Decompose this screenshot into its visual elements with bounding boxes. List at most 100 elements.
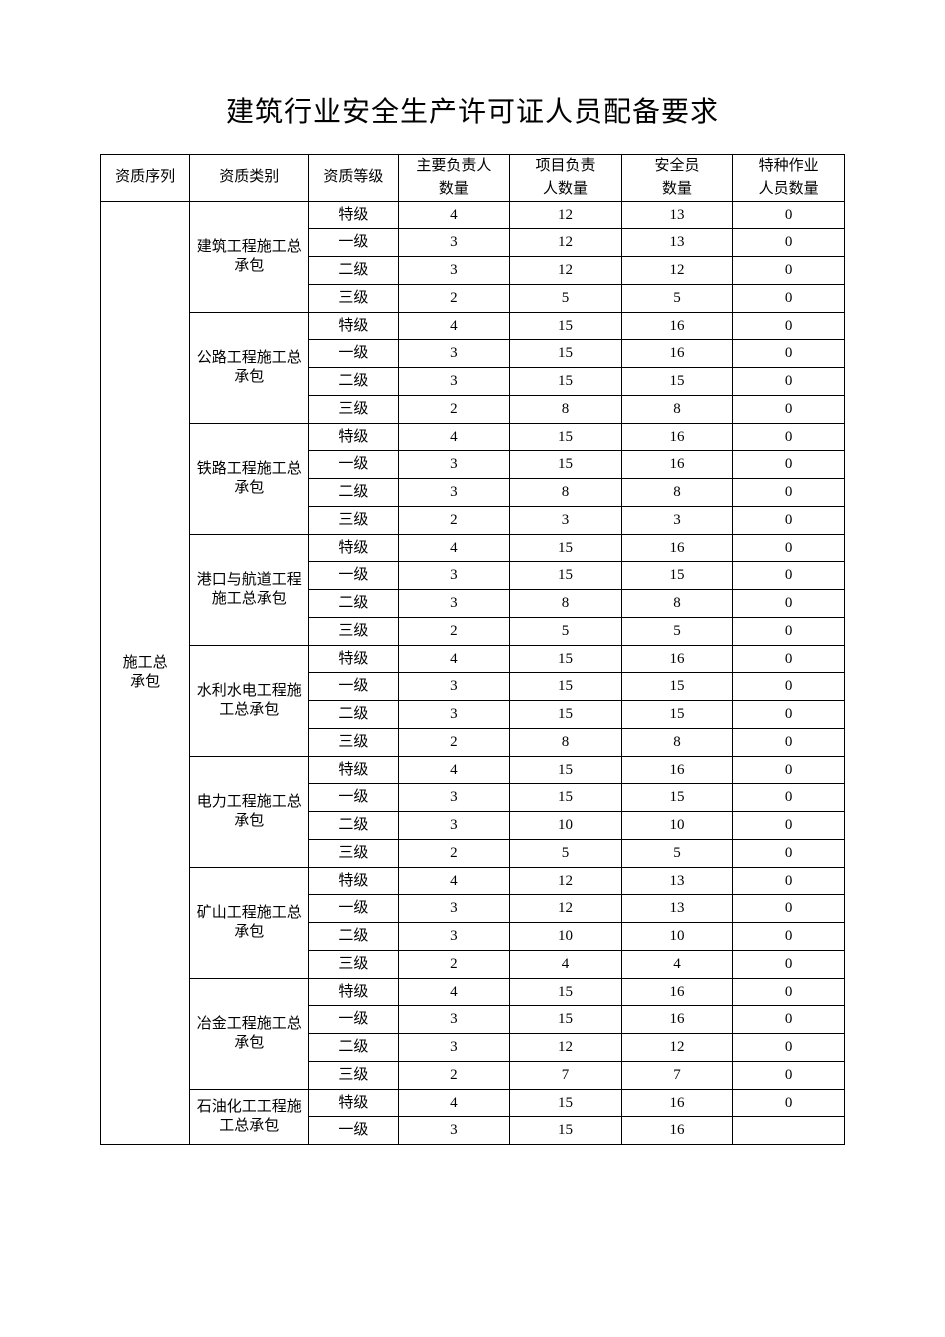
- level-cell: 特级: [309, 1089, 398, 1117]
- value-cell: 0: [733, 534, 845, 562]
- level-cell: 一级: [309, 895, 398, 923]
- level-cell: 特级: [309, 645, 398, 673]
- document-page: 建筑行业安全生产许可证人员配备要求 资质序列 资质类别 资质等级 主要负责人 项…: [0, 0, 945, 1337]
- category-cell: 矿山工程施工总承包: [190, 867, 309, 978]
- value-cell: 8: [510, 728, 622, 756]
- category-cell: 港口与航道工程施工总承包: [190, 534, 309, 645]
- level-cell: 特级: [309, 867, 398, 895]
- value-cell: 3: [398, 784, 510, 812]
- value-cell: 2: [398, 728, 510, 756]
- value-cell: 8: [621, 728, 733, 756]
- table-row: 公路工程施工总承包特级415160: [101, 312, 845, 340]
- category-cell: 电力工程施工总承包: [190, 756, 309, 867]
- value-cell: 3: [398, 257, 510, 285]
- value-cell: 15: [510, 1006, 622, 1034]
- value-cell: 5: [510, 839, 622, 867]
- value-cell: 13: [621, 229, 733, 257]
- value-cell: 12: [510, 867, 622, 895]
- value-cell: 13: [621, 867, 733, 895]
- value-cell: 3: [398, 451, 510, 479]
- value-cell: 15: [510, 312, 622, 340]
- value-cell: 16: [621, 645, 733, 673]
- value-cell: 0: [733, 1089, 845, 1117]
- value-cell: 10: [510, 923, 622, 951]
- value-cell: 0: [733, 368, 845, 396]
- value-cell: 16: [621, 1089, 733, 1117]
- value-cell: 3: [398, 701, 510, 729]
- category-cell: 建筑工程施工总承包: [190, 201, 309, 312]
- value-cell: 3: [398, 812, 510, 840]
- level-cell: 一级: [309, 562, 398, 590]
- table-row: 电力工程施工总承包特级415160: [101, 756, 845, 784]
- value-cell: 8: [510, 479, 622, 507]
- value-cell: 12: [510, 1034, 622, 1062]
- value-cell: 4: [398, 312, 510, 340]
- level-cell: 一级: [309, 451, 398, 479]
- value-cell: 0: [733, 423, 845, 451]
- value-cell: 0: [733, 284, 845, 312]
- value-cell: [733, 1117, 845, 1145]
- value-cell: 0: [733, 1061, 845, 1089]
- level-cell: 二级: [309, 701, 398, 729]
- value-cell: 0: [733, 451, 845, 479]
- value-cell: 3: [398, 590, 510, 618]
- value-cell: 15: [510, 562, 622, 590]
- value-cell: 0: [733, 395, 845, 423]
- col-header-principal-bot: 数量: [398, 178, 510, 201]
- level-cell: 特级: [309, 312, 398, 340]
- table-row: 水利水电工程施工总承包特级415160: [101, 645, 845, 673]
- value-cell: 12: [510, 895, 622, 923]
- value-cell: 0: [733, 312, 845, 340]
- value-cell: 12: [510, 201, 622, 229]
- value-cell: 10: [621, 812, 733, 840]
- col-header-safety-top: 安全员: [621, 155, 733, 178]
- table-row: 港口与航道工程施工总承包特级415160: [101, 534, 845, 562]
- value-cell: 3: [398, 1006, 510, 1034]
- value-cell: 15: [510, 534, 622, 562]
- value-cell: 4: [398, 756, 510, 784]
- value-cell: 8: [621, 590, 733, 618]
- value-cell: 15: [510, 645, 622, 673]
- value-cell: 0: [733, 340, 845, 368]
- value-cell: 13: [621, 895, 733, 923]
- value-cell: 12: [510, 257, 622, 285]
- value-cell: 5: [510, 617, 622, 645]
- table-row: 冶金工程施工总承包特级415160: [101, 978, 845, 1006]
- table-row: 铁路工程施工总承包特级415160: [101, 423, 845, 451]
- table-header: 资质序列 资质类别 资质等级 主要负责人 项目负责 安全员 特种作业 数量 人数…: [101, 155, 845, 202]
- value-cell: 0: [733, 756, 845, 784]
- value-cell: 0: [733, 229, 845, 257]
- value-cell: 2: [398, 950, 510, 978]
- value-cell: 3: [398, 562, 510, 590]
- value-cell: 15: [510, 423, 622, 451]
- category-cell: 公路工程施工总承包: [190, 312, 309, 423]
- value-cell: 8: [510, 395, 622, 423]
- value-cell: 4: [398, 1089, 510, 1117]
- value-cell: 2: [398, 617, 510, 645]
- value-cell: 4: [398, 645, 510, 673]
- value-cell: 8: [621, 479, 733, 507]
- value-cell: 7: [621, 1061, 733, 1089]
- value-cell: 0: [733, 201, 845, 229]
- level-cell: 二级: [309, 479, 398, 507]
- value-cell: 3: [621, 506, 733, 534]
- level-cell: 三级: [309, 839, 398, 867]
- value-cell: 0: [733, 1006, 845, 1034]
- value-cell: 2: [398, 284, 510, 312]
- level-cell: 二级: [309, 257, 398, 285]
- value-cell: 2: [398, 506, 510, 534]
- value-cell: 7: [510, 1061, 622, 1089]
- value-cell: 12: [621, 1034, 733, 1062]
- value-cell: 0: [733, 673, 845, 701]
- value-cell: 15: [510, 451, 622, 479]
- value-cell: 2: [398, 839, 510, 867]
- value-cell: 8: [510, 590, 622, 618]
- value-cell: 15: [510, 368, 622, 396]
- value-cell: 4: [398, 534, 510, 562]
- value-cell: 0: [733, 562, 845, 590]
- col-header-safety-bot: 数量: [621, 178, 733, 201]
- level-cell: 一级: [309, 784, 398, 812]
- sequence-cell: 施工总承包: [101, 201, 190, 1145]
- value-cell: 15: [621, 784, 733, 812]
- value-cell: 0: [733, 645, 845, 673]
